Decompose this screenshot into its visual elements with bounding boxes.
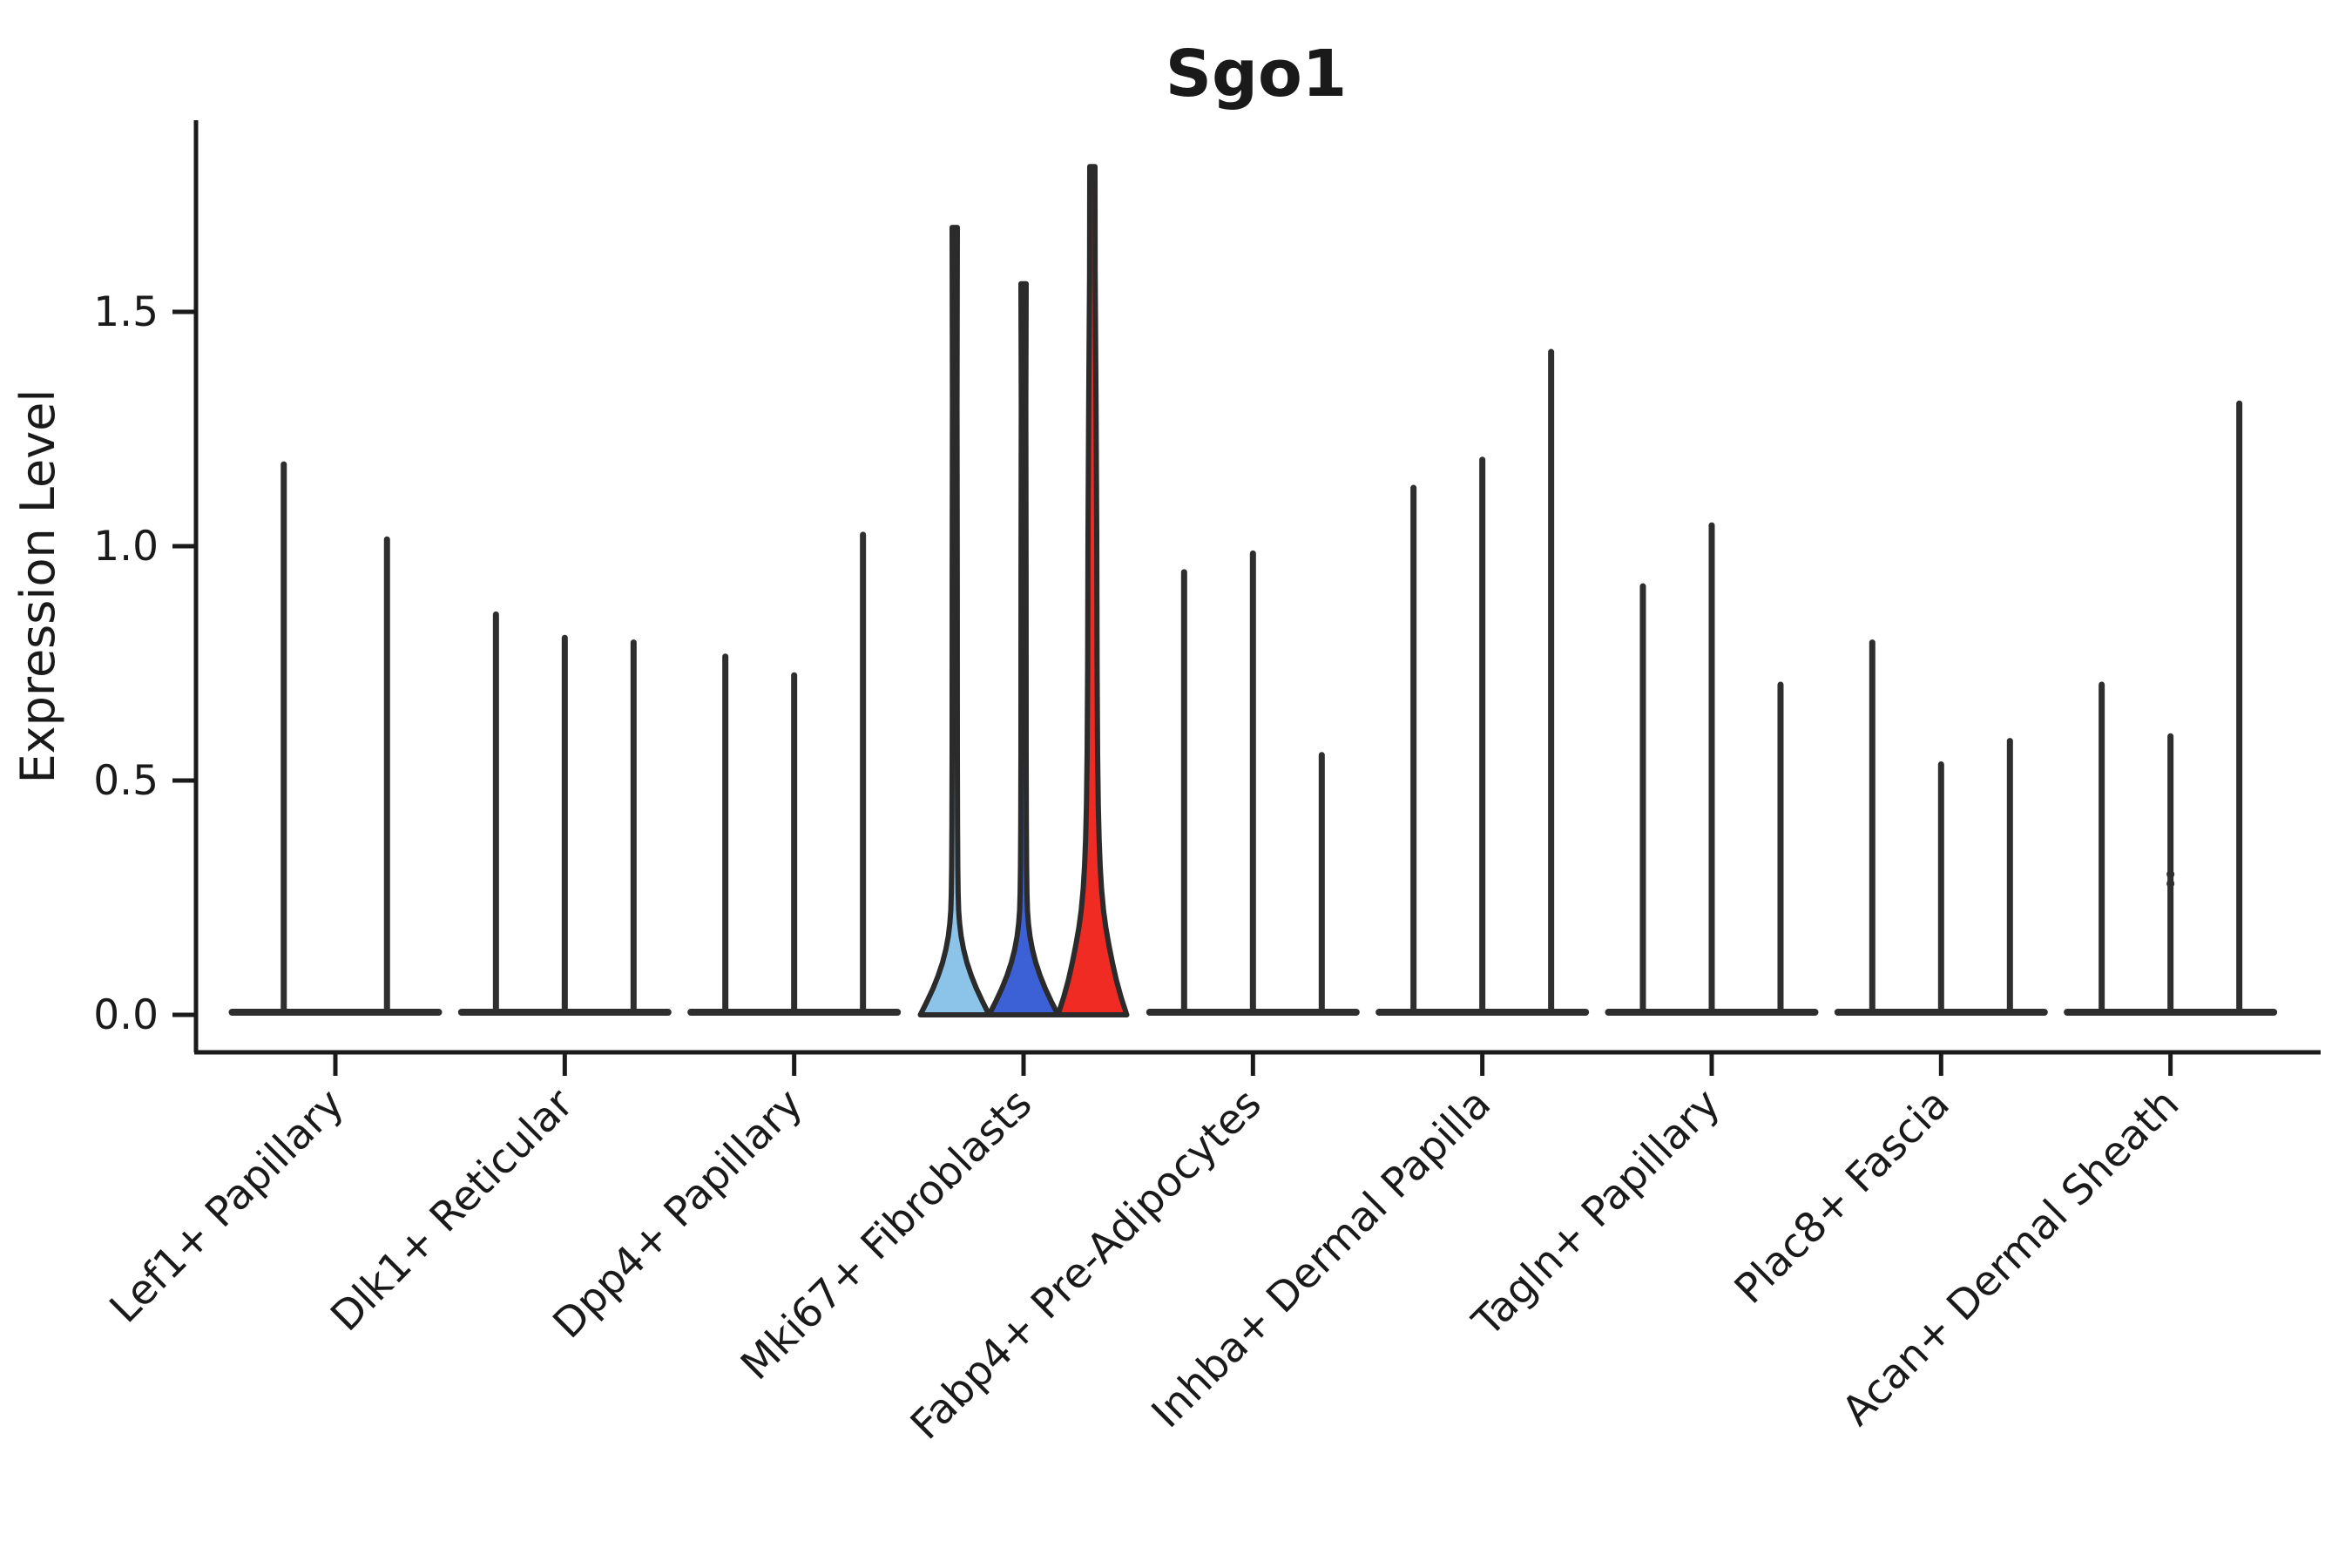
violin-body	[917, 225, 992, 1017]
violin-body	[986, 280, 1061, 1017]
y-tick-label: 1.5	[93, 288, 159, 336]
y-tick-label: 0.5	[93, 757, 159, 805]
y-axis-label: Expression Level	[10, 389, 65, 784]
chart-title: Sgo1	[1166, 37, 1348, 112]
y-tick-label: 1.0	[93, 523, 159, 571]
violin-body	[1055, 164, 1130, 1017]
outlier-dot	[2166, 870, 2175, 879]
outlier-dot	[2166, 879, 2175, 888]
y-tick-label: 0.0	[93, 991, 159, 1039]
